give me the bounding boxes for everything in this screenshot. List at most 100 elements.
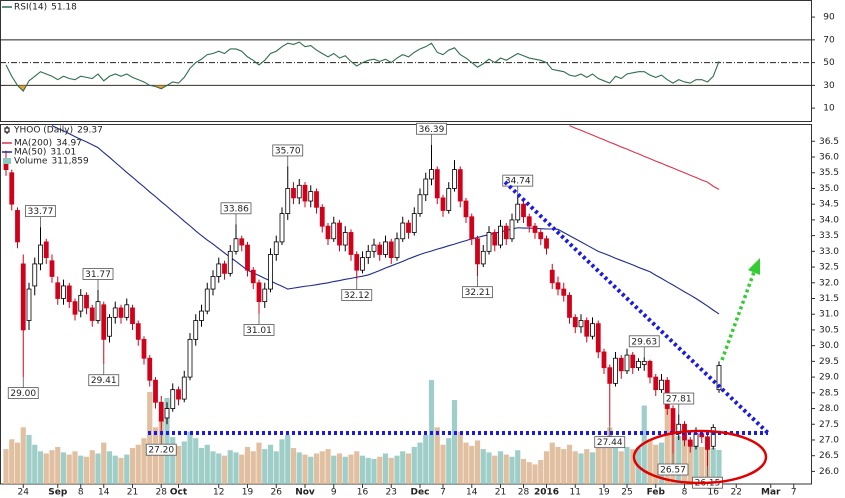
candle-body: [653, 376, 659, 391]
volume-bar: [699, 446, 705, 484]
candle-body: [78, 294, 84, 312]
volume-bar: [118, 457, 124, 484]
volume-bar: [394, 455, 400, 484]
volume-bar: [32, 444, 38, 484]
volume-bar: [187, 431, 193, 484]
volume-bar: [296, 452, 302, 484]
candle-body: [578, 320, 584, 328]
rsi-tick-label: 50: [823, 58, 835, 68]
volume-bar: [285, 434, 291, 484]
candle-body: [377, 244, 383, 255]
rsi-tick-label: 90: [823, 13, 835, 23]
volume-bar: [204, 444, 210, 484]
volume-bar: [78, 455, 84, 484]
x-tick-label: Mar: [761, 488, 781, 498]
candle-body: [538, 232, 544, 240]
candle-body: [72, 301, 78, 315]
x-tick-label: 7: [440, 488, 446, 498]
x-tick-label: Feb: [647, 488, 666, 498]
volume-bar: [549, 442, 555, 484]
volume-bar: [319, 451, 325, 484]
annotation-label: 32.21: [465, 288, 491, 298]
volume-bar: [497, 451, 504, 484]
rsi-line: [5, 41, 720, 92]
volume-bar: [532, 464, 538, 484]
annotation-label: 33.86: [223, 204, 249, 214]
candle-body: [124, 304, 130, 318]
candle-body: [423, 178, 429, 196]
candle-body: [590, 323, 595, 337]
y-tick-label: 36.0: [819, 153, 839, 163]
x-tick-label: 16: [708, 488, 720, 498]
candle-body: [463, 200, 469, 218]
annotation-label: 29.63: [631, 337, 657, 347]
candle-body: [716, 365, 722, 391]
annotation-label: 27.81: [666, 395, 692, 405]
volume-bar: [95, 453, 101, 484]
x-tick-label: 24: [18, 488, 30, 498]
candle-body: [285, 188, 291, 215]
y-tick-label: 27.0: [819, 435, 839, 445]
candle-body: [480, 250, 486, 265]
volume-bar: [371, 458, 377, 484]
candle-body: [193, 320, 199, 340]
candle-body: [440, 197, 446, 211]
candle-body: [176, 389, 181, 400]
volume-bar: [687, 442, 693, 484]
drawn-annotations: [148, 180, 770, 485]
volume-bar: [405, 453, 412, 484]
volume-bar: [60, 452, 67, 484]
annotation-label: 35.70: [275, 146, 301, 156]
candle-body: [273, 241, 279, 255]
candle-body: [170, 389, 176, 409]
candle-body: [256, 282, 262, 303]
x-tick-label: 14: [466, 488, 478, 498]
candle-body: [38, 244, 43, 265]
legend-name: MA(50): [14, 148, 46, 158]
volume-bar: [382, 453, 389, 484]
volume-bar: [515, 450, 521, 484]
annotation-label: 27.44: [597, 438, 623, 448]
candle-body: [388, 241, 394, 259]
annotation-box: [7, 387, 39, 400]
candle-body: [498, 225, 503, 246]
legend-value: 34.97: [56, 139, 82, 149]
legend-value: 29.37: [77, 126, 103, 136]
volume-bar: [49, 450, 55, 484]
annotation-label: 36.39: [419, 125, 445, 135]
candle-body: [710, 427, 716, 447]
annotation-box: [416, 122, 447, 135]
candle-body: [601, 351, 607, 369]
annotation-label: 29.41: [91, 376, 117, 386]
volume-bar: [279, 439, 285, 484]
candle-body: [526, 216, 532, 227]
candle-body: [630, 354, 636, 369]
volume-bar: [37, 451, 44, 484]
annotation-box: [657, 463, 689, 476]
volume-bar: [313, 453, 320, 484]
candle-body: [561, 288, 567, 296]
x-tick-label: 16: [357, 488, 369, 498]
candle-body: [607, 367, 613, 384]
volume-bar: [210, 451, 216, 484]
volume-bar: [175, 445, 182, 484]
volume-bar: [55, 446, 61, 484]
volume-bar: [584, 449, 590, 484]
volume-bar: [354, 451, 360, 484]
candle-body: [187, 338, 193, 378]
volume-bar: [664, 397, 670, 484]
candle-body: [210, 276, 216, 290]
volume-bar: [83, 456, 90, 484]
candle-body: [515, 203, 521, 221]
y-tick-label: 34.0: [819, 215, 839, 225]
y-tick-label: 35.5: [819, 168, 839, 178]
volume-bar: [716, 450, 722, 484]
candle-body: [84, 294, 89, 309]
candle-body: [624, 354, 630, 372]
candle-body: [279, 213, 285, 243]
y-tick-label: 26.5: [819, 451, 839, 461]
volume-bar: [411, 446, 417, 484]
volume-bar: [612, 442, 619, 484]
rsi-tick-label: 30: [823, 81, 835, 91]
